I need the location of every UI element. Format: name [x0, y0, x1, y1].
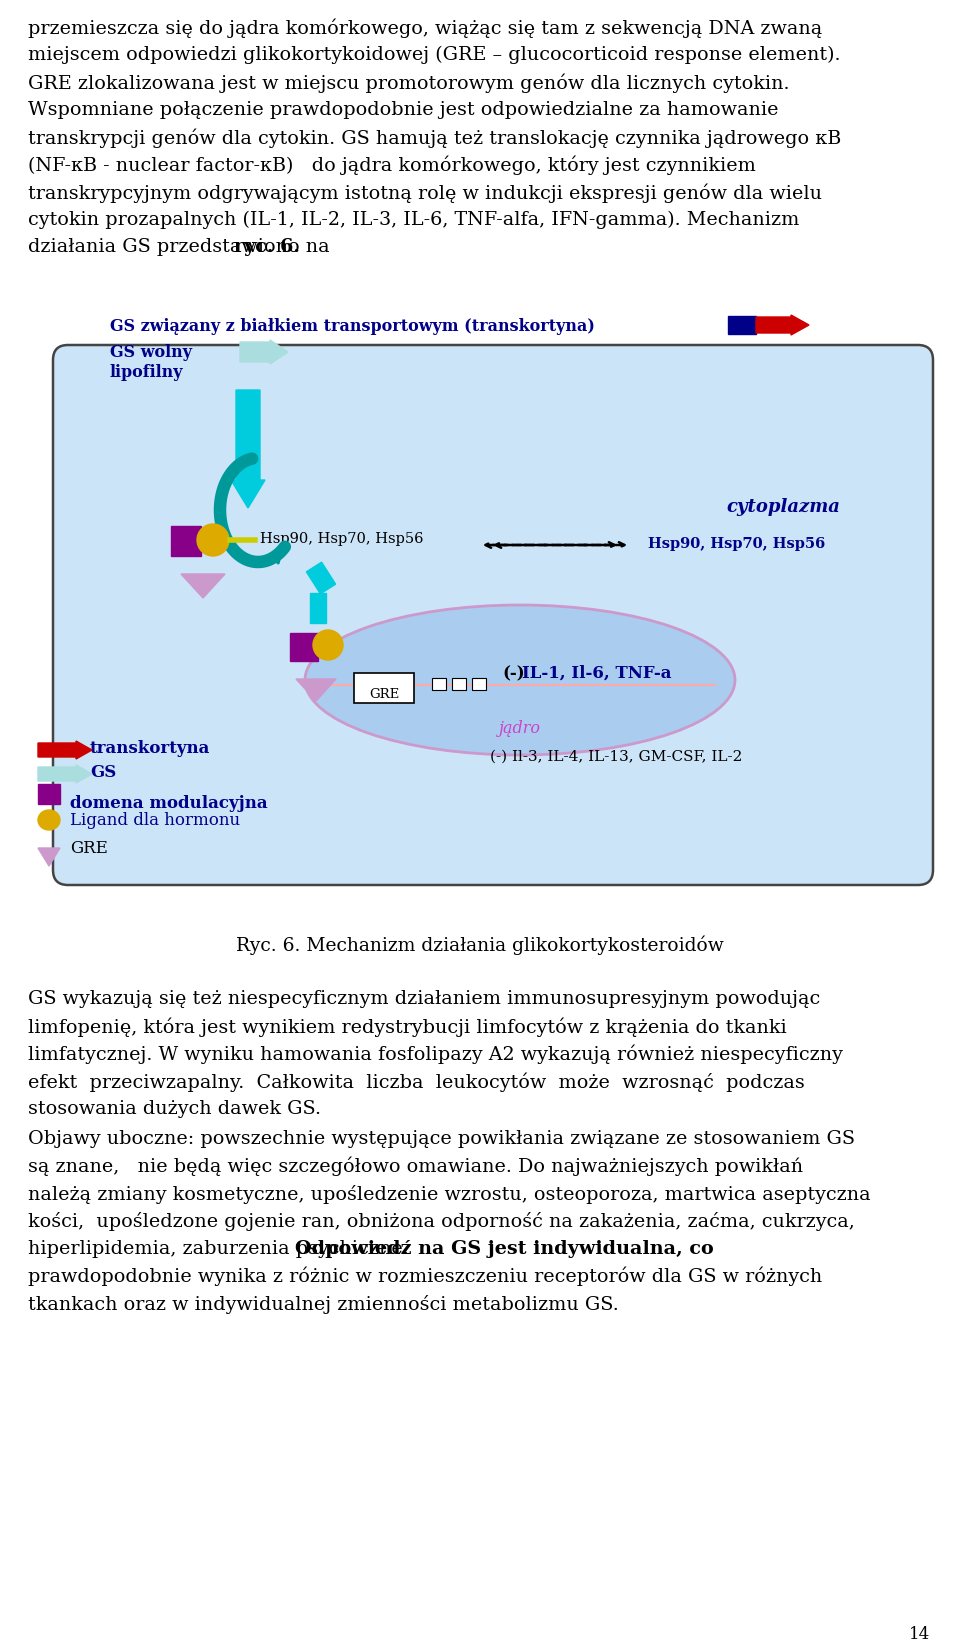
Text: (-): (-): [502, 665, 524, 681]
Text: efekt  przeciwzapalny.  Całkowita  liczba  leukocytów  może  wzrosnąć  podczas: efekt przeciwzapalny. Całkowita liczba l…: [28, 1073, 804, 1091]
Text: jądro: jądro: [499, 719, 541, 737]
FancyArrow shape: [756, 314, 809, 336]
Text: GS związany z białkiem transportowym (transkortyna): GS związany z białkiem transportowym (tr…: [110, 318, 595, 336]
Text: kości,  upośledzone gojenie ran, obniżona odporność na zakażenia, zaćma, cukrzyc: kości, upośledzone gojenie ran, obniżona…: [28, 1211, 854, 1231]
FancyBboxPatch shape: [354, 673, 414, 703]
Text: lipofilny: lipofilny: [110, 364, 183, 380]
Bar: [728, 316, 756, 334]
Bar: [472, 678, 486, 690]
Bar: [290, 634, 318, 662]
Text: ryc. 6.: ryc. 6.: [233, 239, 300, 257]
Text: Hsp90, Hsp70, Hsp56: Hsp90, Hsp70, Hsp56: [648, 537, 826, 551]
Text: Ryc. 6. Mechanizm działania glikokortykosteroidów: Ryc. 6. Mechanizm działania glikokortyko…: [236, 935, 724, 955]
Text: transkrypcji genów dla cytokin. GS hamują też translokację czynnika jądrowego κB: transkrypcji genów dla cytokin. GS hamuj…: [28, 128, 841, 148]
FancyArrow shape: [306, 563, 336, 594]
Bar: [171, 527, 201, 556]
Text: tkankach oraz w indywidualnej zmienności metabolizmu GS.: tkankach oraz w indywidualnej zmienności…: [28, 1294, 619, 1314]
FancyArrow shape: [38, 765, 92, 783]
Text: transkortyna: transkortyna: [90, 741, 210, 757]
Text: są znane,   nie będą więc szczegółowo omawiane. Do najważniejszych powikłań: są znane, nie będą więc szczegółowo omaw…: [28, 1157, 804, 1177]
Text: transkrypcyjnym odgrywającym istotną rolę w indukcji ekspresji genów dla wielu: transkrypcyjnym odgrywającym istotną rol…: [28, 183, 822, 202]
Text: cytoplazma: cytoplazma: [726, 499, 840, 515]
Text: limfopenię, która jest wynikiem redystrybucji limfocytów z krążenia do tkanki: limfopenię, która jest wynikiem redystry…: [28, 1017, 787, 1037]
FancyArrow shape: [38, 741, 92, 759]
Text: IL-1, Il-6, TNF-a: IL-1, Il-6, TNF-a: [522, 665, 671, 681]
Bar: [452, 678, 466, 690]
Ellipse shape: [313, 630, 343, 660]
Polygon shape: [296, 680, 336, 701]
Text: miejscem odpowiedzi glikokortykoidowej (GRE – glucocorticoid response element).: miejscem odpowiedzi glikokortykoidowej (…: [28, 46, 841, 64]
Ellipse shape: [305, 606, 735, 756]
Text: GS wykazują się też niespecyficznym działaniem immunosupresyjnym powodując: GS wykazują się też niespecyficznym dzia…: [28, 989, 820, 1007]
Text: GS wolny: GS wolny: [110, 344, 192, 360]
Text: Objawy uboczne: powszechnie występujące powikłania związane ze stosowaniem GS: Objawy uboczne: powszechnie występujące …: [28, 1129, 855, 1147]
FancyArrow shape: [310, 593, 326, 622]
Bar: [432, 678, 446, 690]
Text: cytokin prozapalnych (IL-1, IL-2, IL-3, IL-6, TNF-alfa, IFN-gamma). Mechanizm: cytokin prozapalnych (IL-1, IL-2, IL-3, …: [28, 211, 800, 229]
Text: (NF-κB - nuclear factor-κB)   do jądra komórkowego, który jest czynnikiem: (NF-κB - nuclear factor-κB) do jądra kom…: [28, 155, 756, 174]
Text: GRE zlokalizowana jest w miejscu promotorowym genów dla licznych cytokin.: GRE zlokalizowana jest w miejscu promoto…: [28, 72, 789, 92]
Text: limfatycznej. W wyniku hamowania fosfolipazy A2 wykazują również niespecyficzny: limfatycznej. W wyniku hamowania fosfoli…: [28, 1045, 843, 1065]
Text: prawdopodobnie wynika z różnic w rozmieszczeniu receptorów dla GS w różnych: prawdopodobnie wynika z różnic w rozmies…: [28, 1267, 823, 1287]
Text: domena modulacyjna: domena modulacyjna: [70, 795, 268, 811]
FancyArrow shape: [231, 390, 265, 509]
Text: Wspomniane połączenie prawdopodobnie jest odpowiedzialne za hamowanie: Wspomniane połączenie prawdopodobnie jes…: [28, 100, 779, 119]
Text: działania GS przedstawiono na: działania GS przedstawiono na: [28, 239, 336, 257]
Text: 14: 14: [909, 1626, 930, 1643]
Text: Hsp90, Hsp70, Hsp56: Hsp90, Hsp70, Hsp56: [260, 532, 423, 546]
Text: Odpowiedź na GS jest indywidualna, co: Odpowiedź na GS jest indywidualna, co: [295, 1239, 714, 1258]
FancyBboxPatch shape: [53, 346, 933, 886]
Polygon shape: [181, 574, 225, 597]
Text: GRE: GRE: [70, 839, 108, 858]
Ellipse shape: [197, 523, 229, 556]
Text: przemieszcza się do jądra komórkowego, wiążąc się tam z sekwencją DNA zwaną: przemieszcza się do jądra komórkowego, w…: [28, 18, 823, 38]
Polygon shape: [38, 848, 60, 866]
Text: Ligand dla hormonu: Ligand dla hormonu: [70, 811, 240, 830]
Ellipse shape: [38, 810, 60, 830]
Text: (-) Il-3, IL-4, IL-13, GM-CSF, IL-2: (-) Il-3, IL-4, IL-13, GM-CSF, IL-2: [490, 751, 742, 764]
Text: należą zmiany kosmetyczne, upośledzenie wzrostu, osteoporoza, martwica aseptyczn: należą zmiany kosmetyczne, upośledzenie …: [28, 1185, 871, 1203]
FancyArrow shape: [240, 341, 288, 364]
Bar: [38, 783, 60, 803]
Text: GRE: GRE: [369, 688, 399, 701]
Text: hiperlipidemia, zaburzenia psychiczne.: hiperlipidemia, zaburzenia psychiczne.: [28, 1239, 415, 1258]
Text: stosowania dużych dawek GS.: stosowania dużych dawek GS.: [28, 1100, 321, 1118]
Text: GS: GS: [90, 764, 116, 780]
